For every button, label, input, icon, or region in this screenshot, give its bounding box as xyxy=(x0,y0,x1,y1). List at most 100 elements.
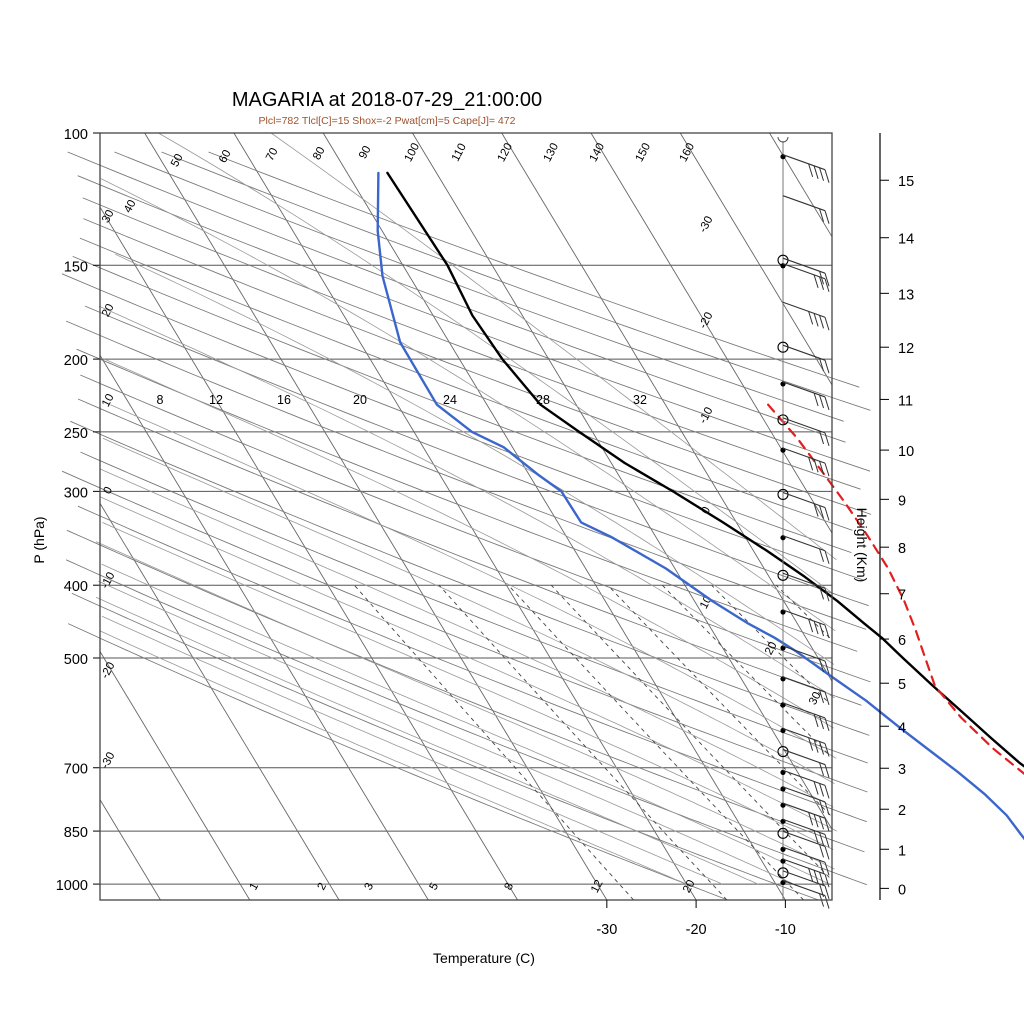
height-tick-label: 14 xyxy=(898,232,914,248)
curve-dewpoint xyxy=(376,171,1024,841)
height-tick-label: 15 xyxy=(898,174,914,190)
dry-adiabat-label: 150 xyxy=(634,141,654,164)
dry-adiabat-label: 50 xyxy=(169,152,186,169)
isotherm-label-right: -10 xyxy=(697,405,715,425)
dry-adiabat-label: 140 xyxy=(588,141,608,164)
isotherm-label-left: 10 xyxy=(100,392,117,409)
isotherm-label-right: 20 xyxy=(763,640,780,657)
pressure-tick-label: 200 xyxy=(64,353,88,369)
isotherm-label-right: -30 xyxy=(697,214,715,234)
height-tick-label: 2 xyxy=(898,803,906,819)
dry-adiabat-label: 40 xyxy=(122,198,139,215)
x-axis-title: Temperature (C) xyxy=(433,950,535,966)
pressure-tick-label: 1000 xyxy=(56,878,88,894)
wind-barb xyxy=(780,609,830,639)
wind-barb-column xyxy=(777,136,830,909)
wind-barb xyxy=(777,827,830,860)
isotherm-label-left: -20 xyxy=(99,660,117,680)
curve-temperature xyxy=(386,171,1024,768)
wind-barb xyxy=(780,676,830,705)
wind-barb xyxy=(777,569,830,602)
moist-adiabat-label: 16 xyxy=(277,393,291,407)
isotherm-label-left: 30 xyxy=(100,208,117,225)
wind-barb xyxy=(777,414,830,447)
chart-subtitle: Plcl=782 Tlcl[C]=15 Shox=-2 Pwat[cm]=5 C… xyxy=(259,115,516,127)
mixing-ratio-label: 8 xyxy=(503,881,517,892)
mixing-ratio-label: 3 xyxy=(363,881,377,892)
moist-adiabat-label: 20 xyxy=(353,393,367,407)
mixing-ratio-label: 12 xyxy=(589,878,606,895)
height-tick-label: 11 xyxy=(898,393,913,409)
dry-adiabat-label: 70 xyxy=(264,146,281,163)
dry-adiabat-label: 80 xyxy=(311,145,328,162)
wind-barb xyxy=(780,858,830,888)
pressure-tick-label: 400 xyxy=(64,579,88,595)
wind-barb xyxy=(780,802,830,832)
wind-barb xyxy=(780,769,830,799)
wind-barb xyxy=(780,786,830,816)
wind-barb xyxy=(780,818,830,848)
wind-barb xyxy=(780,846,830,876)
dry-adiabat-label: 130 xyxy=(542,141,562,164)
moist-adiabat-label: 8 xyxy=(157,393,164,407)
pressure-tick-label: 500 xyxy=(64,652,88,668)
y-axis-title: P (hPa) xyxy=(31,516,47,563)
wind-barb xyxy=(782,301,830,331)
isotherm-label-left: -10 xyxy=(99,570,117,590)
wind-barb xyxy=(780,702,830,732)
pressure-tick-label: 150 xyxy=(64,259,88,275)
mixing-ratio-label: 1 xyxy=(248,881,262,892)
wind-barb xyxy=(780,154,830,183)
wind-barb xyxy=(780,447,830,477)
temperature-tick-label: -10 xyxy=(775,922,796,938)
height-tick-label: 10 xyxy=(898,444,914,460)
wind-barb xyxy=(777,341,830,374)
height-tick-label: 13 xyxy=(898,287,914,303)
height-tick-label: 0 xyxy=(898,882,906,898)
chart-title: MAGARIA at 2018-07-29_21:00:00 xyxy=(232,89,542,111)
pressure-tick-label: 250 xyxy=(64,426,88,442)
isotherm-label-right: 30 xyxy=(807,690,824,707)
dry-adiabat-label: 60 xyxy=(217,148,234,165)
dry-adiabat-label: 120 xyxy=(496,141,516,164)
mixing-ratio-label: 2 xyxy=(316,881,330,892)
moist-adiabat-label: 28 xyxy=(536,393,550,407)
wind-barb xyxy=(777,746,830,778)
wind-barb xyxy=(780,727,830,757)
height-tick-label: 3 xyxy=(898,762,906,778)
grid-lines xyxy=(61,132,872,901)
moist-adiabat-label: 32 xyxy=(633,393,647,407)
height-tick-label: 1 xyxy=(898,843,906,859)
mixing-ratio-label: 20 xyxy=(681,878,698,895)
wind-barb xyxy=(780,381,830,411)
wind-barb xyxy=(780,535,830,564)
isotherm-label-left: 20 xyxy=(100,302,117,319)
dry-adiabat-label: 160 xyxy=(678,141,698,164)
wind-barb xyxy=(777,867,830,899)
wind-barb xyxy=(780,263,830,292)
pressure-tick-label: 700 xyxy=(64,762,88,778)
pressure-tick-label: 100 xyxy=(64,127,88,143)
temperature-tick-label: -20 xyxy=(686,922,707,938)
height-tick-label: 5 xyxy=(898,677,906,693)
height-tick-label: 9 xyxy=(898,493,906,509)
height-tick-label: 4 xyxy=(898,720,906,736)
moist-adiabat-label: 12 xyxy=(209,393,223,407)
wind-barb xyxy=(780,645,830,675)
temperature-tick-label: -30 xyxy=(596,922,617,938)
wind-barb xyxy=(780,879,830,909)
height-tick-label: 8 xyxy=(898,541,906,557)
pressure-tick-label: 850 xyxy=(64,825,88,841)
isotherm-label-left: 0 xyxy=(102,485,116,496)
height-tick-label: 12 xyxy=(898,341,914,357)
y2-axis-title: Height (Km) xyxy=(854,508,870,583)
wind-barb xyxy=(782,195,830,224)
pressure-tick-label: 300 xyxy=(64,485,88,501)
moist-adiabat-label: 24 xyxy=(443,393,457,407)
height-tick-label: 6 xyxy=(898,633,906,649)
isotherm-label-right: 0 xyxy=(700,505,714,516)
wind-barb xyxy=(777,488,830,521)
mixing-ratio-label: 5 xyxy=(428,881,442,892)
